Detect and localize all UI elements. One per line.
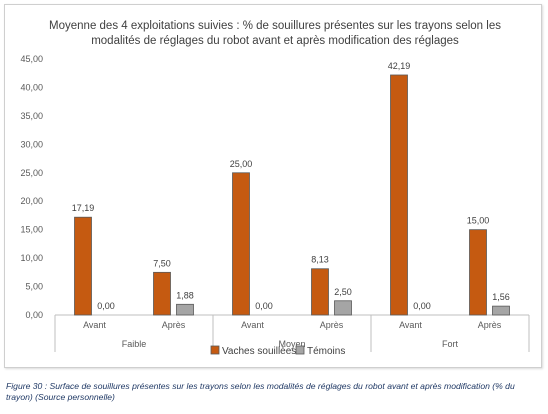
y-tick-label: 5,00 xyxy=(25,282,43,292)
y-tick-label: 20,00 xyxy=(20,196,43,206)
x-group-label: Faible xyxy=(122,339,147,349)
data-label: 8,13 xyxy=(311,255,329,265)
data-label: 7,50 xyxy=(153,258,171,268)
y-tick-label: 0,00 xyxy=(25,310,43,320)
bar-vaches-souillees xyxy=(74,216,92,316)
bar-chart: 0,00 5,00 10,00 15,00 20,00 25,00 30,00 35,00 40… xyxy=(20,54,530,357)
y-tick-label: 40,00 xyxy=(20,82,43,92)
legend-swatch-vaches-souillees xyxy=(210,345,220,355)
x-group-label: Fort xyxy=(442,339,459,349)
y-tick-label: 30,00 xyxy=(20,139,43,149)
bar-temoins xyxy=(334,300,352,316)
data-label: 25,00 xyxy=(230,159,253,169)
x-tick-label: Avant xyxy=(241,320,264,330)
chart-title: Moyenne des 4 exploitations suivies : % … xyxy=(49,20,501,47)
data-label: 1,88 xyxy=(176,290,194,300)
data-label: 0,00 xyxy=(255,301,273,311)
bar-vaches-souillees xyxy=(390,74,408,316)
y-tick-label: 10,00 xyxy=(20,253,43,263)
bar-vaches-souillees xyxy=(469,229,487,316)
chart-frame: Moyenne des 4 exploitations suivies : % … xyxy=(4,4,542,368)
bar-vaches-souillees xyxy=(311,268,329,316)
x-group-label: Moyen xyxy=(278,339,305,349)
bar-temoins xyxy=(176,303,194,316)
x-tick-label: Après xyxy=(162,320,186,330)
data-label: 0,00 xyxy=(413,301,431,311)
y-tick-label: 15,00 xyxy=(20,225,43,235)
x-tick-label: Avant xyxy=(83,320,106,330)
data-label: 2,50 xyxy=(334,287,352,297)
legend-label: Témoins xyxy=(307,346,345,357)
y-tick-label: 45,00 xyxy=(20,54,43,64)
data-label: 0,00 xyxy=(97,301,115,311)
data-label: 17,19 xyxy=(72,203,95,213)
data-label: 42,19 xyxy=(388,61,411,71)
x-tick-label: Après xyxy=(478,320,502,330)
figure-caption: Figure 30 : Surface de souillures présen… xyxy=(6,381,515,402)
y-tick-label: 35,00 xyxy=(20,111,43,121)
legend-swatch-temoins xyxy=(295,345,305,355)
legend-label: Vaches souillées xyxy=(222,346,296,357)
x-tick-label: Avant xyxy=(399,320,422,330)
x-tick-label: Après xyxy=(320,320,344,330)
bar-temoins xyxy=(492,305,510,316)
bar-vaches-souillees xyxy=(153,271,171,316)
y-tick-label: 25,00 xyxy=(20,168,43,178)
data-label: 15,00 xyxy=(467,216,490,226)
bar-vaches-souillees xyxy=(232,172,250,316)
data-label: 1,56 xyxy=(492,292,510,302)
